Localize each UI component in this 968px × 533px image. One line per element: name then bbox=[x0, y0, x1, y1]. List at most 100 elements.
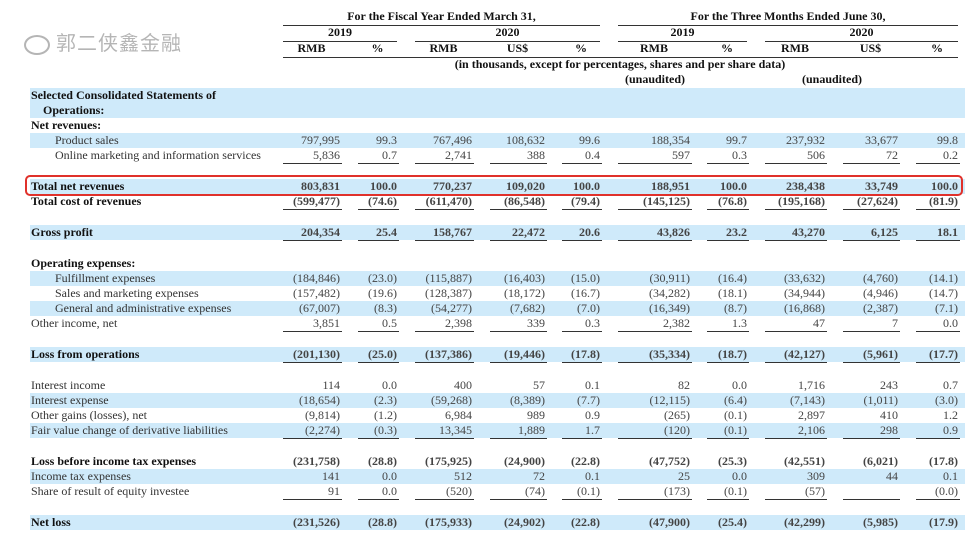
cell-value: (195,168) bbox=[778, 194, 825, 208]
underline bbox=[916, 240, 960, 241]
cell-value: 0.1 bbox=[585, 378, 600, 392]
underline bbox=[843, 362, 900, 363]
cell-value: 298 bbox=[880, 423, 898, 437]
row-shade bbox=[30, 103, 965, 118]
cell-value: (8,389) bbox=[510, 393, 545, 407]
cell-value: 72 bbox=[886, 148, 898, 162]
row-label: Share of result of equity investee bbox=[31, 484, 190, 498]
cell-value: (24,902) bbox=[504, 515, 545, 529]
cell-value: (0.1) bbox=[577, 484, 600, 498]
cell-value: 20.6 bbox=[579, 225, 600, 239]
cell-value: 339 bbox=[527, 316, 545, 330]
cell-value: (599,477) bbox=[293, 194, 340, 208]
row-label: Fair value change of derivative liabilit… bbox=[31, 423, 228, 437]
cell-value: (8.7) bbox=[724, 301, 747, 315]
cell-value: (7,682) bbox=[510, 301, 545, 315]
cell-value: (59,268) bbox=[431, 393, 472, 407]
three-months-title: For the Three Months Ended June 30, bbox=[690, 9, 886, 23]
cell-value: (6,021) bbox=[863, 454, 898, 468]
row-label: Other gains (losses), net bbox=[31, 408, 147, 422]
cell-value: 0.0 bbox=[382, 484, 397, 498]
cell-value: 204,354 bbox=[301, 225, 340, 239]
underline bbox=[562, 331, 602, 332]
column-header: % bbox=[931, 41, 943, 55]
watermark-text: 郭二侠鑫金融 bbox=[56, 31, 182, 55]
cell-value: (17.7) bbox=[929, 347, 958, 361]
cell-value: 99.6 bbox=[579, 133, 600, 147]
divider bbox=[765, 41, 958, 42]
cell-value: (18.7) bbox=[718, 347, 747, 361]
cell-value: 7 bbox=[892, 316, 898, 330]
underline bbox=[618, 362, 692, 363]
cell-value: (8.3) bbox=[374, 301, 397, 315]
cell-value: 100.0 bbox=[573, 179, 600, 193]
cell-value: 1.2 bbox=[943, 408, 958, 422]
cell-value: (173) bbox=[664, 484, 690, 498]
underline bbox=[618, 240, 692, 241]
column-header: US$ bbox=[859, 41, 882, 55]
underline bbox=[490, 499, 547, 500]
watermark: 郭二侠鑫金融 bbox=[24, 30, 182, 56]
cell-value: (28.8) bbox=[368, 515, 397, 529]
cell-value: 243 bbox=[880, 378, 898, 392]
cell-value: 72 bbox=[533, 469, 545, 483]
cell-value: (0.3) bbox=[374, 423, 397, 437]
row-label: Interest expense bbox=[31, 393, 109, 407]
underline bbox=[562, 438, 602, 439]
cell-value: (18.1) bbox=[718, 286, 747, 300]
cell-value: (7.0) bbox=[577, 301, 600, 315]
cell-value: (19,446) bbox=[504, 347, 545, 361]
cell-value: (16,868) bbox=[784, 301, 825, 315]
underline bbox=[707, 499, 749, 500]
cell-value: (25.0) bbox=[368, 347, 397, 361]
cell-value: (28.8) bbox=[368, 454, 397, 468]
underline bbox=[358, 331, 399, 332]
cell-value: (34,282) bbox=[649, 286, 690, 300]
row-shade bbox=[30, 423, 965, 438]
underline bbox=[765, 240, 827, 241]
cell-value: (145,125) bbox=[643, 194, 690, 208]
row-label: Net loss bbox=[31, 515, 71, 529]
underline bbox=[916, 163, 960, 164]
cell-value: 1,889 bbox=[518, 423, 545, 437]
underline bbox=[707, 331, 749, 332]
cell-value: (9,814) bbox=[305, 408, 340, 422]
row-shade bbox=[30, 301, 965, 316]
cell-value: (7,143) bbox=[790, 393, 825, 407]
cell-value: (265) bbox=[664, 408, 690, 422]
cell-value: 410 bbox=[880, 408, 898, 422]
underline bbox=[415, 209, 474, 210]
cell-value: 0.0 bbox=[382, 469, 397, 483]
row-shade bbox=[30, 225, 965, 240]
cell-value: 99.8 bbox=[937, 133, 958, 147]
underline bbox=[843, 209, 900, 210]
cell-value: (22.8) bbox=[571, 454, 600, 468]
cell-value: 0.3 bbox=[732, 148, 747, 162]
cell-value: 0.4 bbox=[585, 148, 600, 162]
cell-value: (47,900) bbox=[649, 515, 690, 529]
cell-value: (175,925) bbox=[425, 454, 472, 468]
cell-value: (128,387) bbox=[425, 286, 472, 300]
cell-value: (42,299) bbox=[784, 515, 825, 529]
cell-value: 99.7 bbox=[726, 133, 747, 147]
column-header: % bbox=[721, 41, 733, 55]
cell-value: 0.5 bbox=[382, 316, 397, 330]
underline bbox=[618, 499, 692, 500]
cell-value: (1.2) bbox=[374, 408, 397, 422]
row-shade bbox=[30, 347, 965, 362]
cell-value: (137,386) bbox=[425, 347, 472, 361]
column-header: RMB bbox=[429, 41, 458, 55]
cell-value: (0.1) bbox=[724, 408, 747, 422]
cell-value: 2,741 bbox=[445, 148, 472, 162]
cell-value: 803,831 bbox=[301, 179, 340, 193]
units-note: (in thousands, except for percentages, s… bbox=[454, 57, 786, 71]
column-header: RMB bbox=[781, 41, 809, 55]
cell-value: 158,767 bbox=[433, 225, 472, 239]
row-shade bbox=[30, 469, 965, 484]
cell-value: (74) bbox=[525, 484, 545, 498]
underline bbox=[707, 209, 749, 210]
cell-value: (175,933) bbox=[425, 515, 472, 529]
cell-value: (16.7) bbox=[571, 286, 600, 300]
cell-value: 0.2 bbox=[943, 148, 958, 162]
cell-value: 25 bbox=[678, 469, 690, 483]
